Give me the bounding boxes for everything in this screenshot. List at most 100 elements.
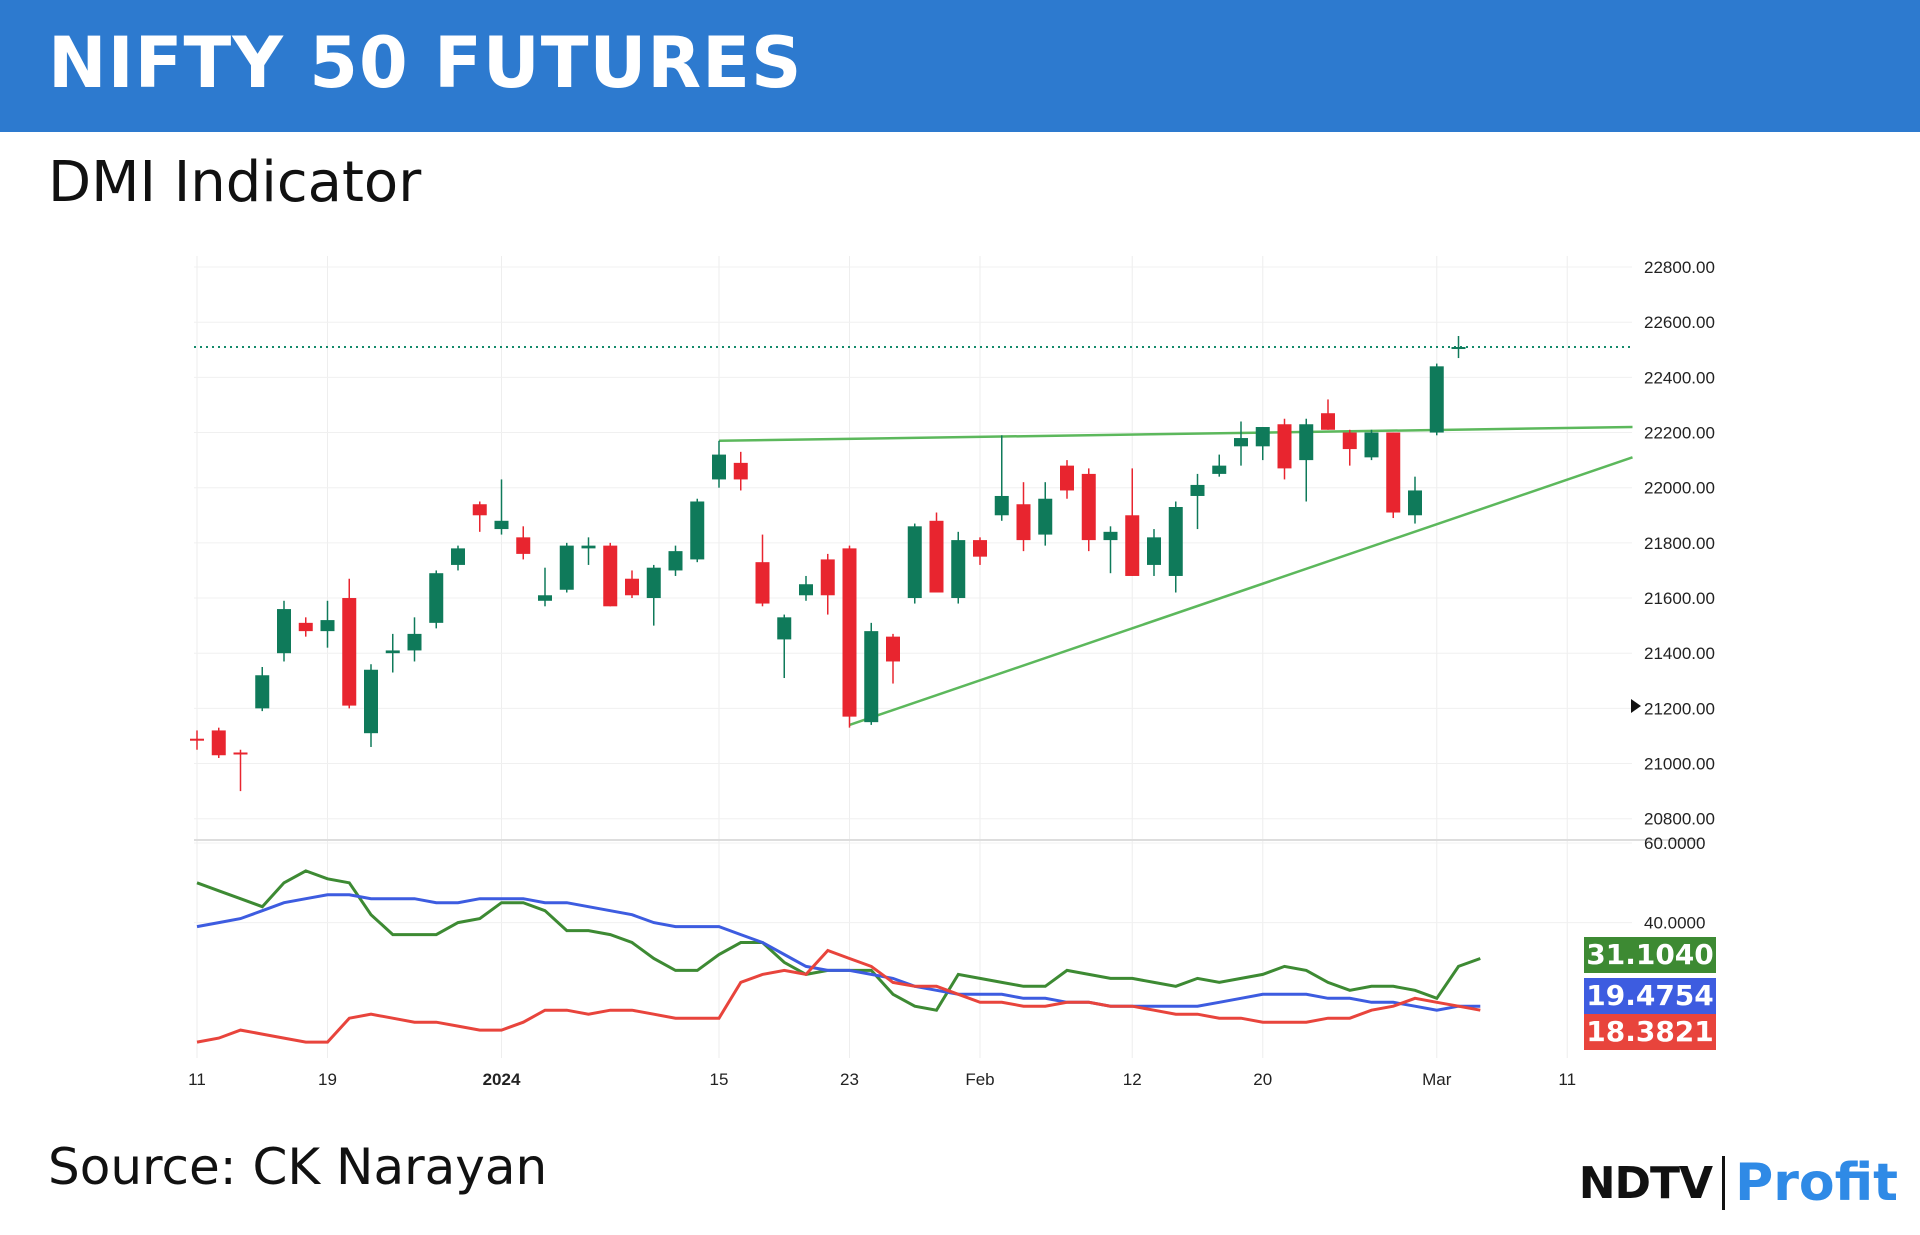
price-axis: 22800.00 22600.00 22400.00 22200.00 22000.00… [1644, 258, 1715, 829]
candle-body [1429, 366, 1444, 433]
x-tick-label: 19 [318, 1070, 337, 1089]
dmi-lines [196, 869, 1481, 1044]
candle-up [907, 523, 922, 604]
candle-body [603, 545, 618, 607]
header-banner: NIFTY 50 FUTURES [0, 0, 1920, 132]
price-tick-label: 21400.00 [1644, 644, 1715, 663]
dmi-value-badge [1584, 978, 1716, 1014]
chart-subtitle: DMI Indicator [48, 150, 422, 215]
candle-up [1038, 482, 1053, 546]
candle-body [385, 650, 400, 654]
candle-body [1190, 484, 1205, 496]
trendline [849, 456, 1633, 727]
candle-body [581, 545, 596, 549]
price-tick-label: 22600.00 [1644, 313, 1715, 332]
candle-up [668, 545, 683, 576]
candle-up [1408, 476, 1422, 524]
candle-body [1103, 531, 1118, 541]
price-tick-label: 21200.00 [1644, 699, 1715, 718]
candle-down [298, 617, 313, 637]
candle-body [1125, 515, 1140, 576]
candle-up [1429, 363, 1444, 436]
dmi-value-badge [1584, 937, 1716, 973]
candle-down [842, 545, 857, 728]
x-tick-label: 12 [1123, 1070, 1142, 1089]
candle-up [255, 666, 270, 712]
candlesticks [190, 335, 1466, 792]
candle-body [842, 548, 857, 717]
indicator-axis: 60.0000 40.0000 [1644, 834, 1705, 933]
candle-up [712, 440, 726, 488]
candle-body [1321, 413, 1335, 430]
price-tick-label: 22000.00 [1644, 479, 1715, 498]
x-tick-label: 20 [1253, 1070, 1272, 1089]
candle-up [407, 617, 422, 662]
candle-down [190, 730, 204, 750]
dmi-series-line [196, 869, 1481, 1012]
dmi-value-badge [1584, 1014, 1716, 1050]
price-tick-label: 21800.00 [1644, 534, 1715, 553]
candle-body [886, 636, 900, 662]
x-tick-label: 11 [188, 1070, 206, 1089]
dmi-series-line [196, 893, 1481, 1012]
candle-body [1277, 424, 1292, 469]
candle-down [516, 526, 531, 560]
candle-down [973, 537, 987, 565]
candle-up [1103, 526, 1118, 574]
candle-body [472, 504, 487, 516]
candle-down [625, 570, 639, 599]
candle-body [298, 622, 313, 632]
price-tick-label: 21600.00 [1644, 589, 1715, 608]
candle-body [1342, 432, 1357, 450]
candle-body [1255, 427, 1270, 447]
price-tick-label: 22400.00 [1644, 368, 1715, 387]
brand-profit: Profit [1735, 1153, 1898, 1213]
candle-down [820, 553, 835, 615]
source-credit: Source: CK Narayan [48, 1138, 548, 1196]
candle-down [603, 542, 618, 607]
candle-up [864, 622, 879, 725]
candle-body [820, 559, 835, 596]
candle-body [559, 545, 574, 590]
candle-body [799, 584, 813, 596]
candle-up [777, 614, 792, 679]
candle-up [364, 664, 378, 747]
candle-down [929, 512, 944, 593]
candle-body [625, 578, 639, 596]
candle-body [994, 495, 1009, 516]
candle-up [1451, 335, 1466, 359]
candle-up [646, 564, 661, 626]
indicator-tick-label: 60.0000 [1644, 834, 1705, 853]
candle-up [1255, 427, 1270, 461]
x-tick-label: Feb [965, 1070, 994, 1089]
candle-body [646, 567, 661, 599]
candle-body [1299, 424, 1314, 461]
ndtv-profit-logo: NDTV Profit [1579, 1148, 1898, 1218]
candle-body [733, 462, 748, 480]
candle-body [1038, 498, 1053, 535]
price-tick-label: 22800.00 [1644, 258, 1715, 277]
x-tick-label: Mar [1422, 1070, 1452, 1089]
candle-down [1342, 429, 1357, 466]
price-tick-label: 22200.00 [1644, 424, 1715, 443]
candle-body [1060, 465, 1074, 491]
candle-up [277, 600, 291, 662]
candle-body [951, 540, 966, 599]
candle-up [1190, 473, 1205, 530]
candle-down [1016, 482, 1031, 552]
x-tick-label: 23 [840, 1070, 859, 1089]
candle-down [1386, 432, 1401, 519]
candle-body [1081, 473, 1096, 541]
candle-down [1060, 460, 1074, 499]
candle-body [1386, 432, 1401, 513]
dmi-chart: 22800.00 22600.00 22400.00 22200.00 22000.00… [188, 256, 1716, 1089]
candle-down [1321, 399, 1335, 430]
candle-body [494, 520, 509, 530]
candle-body [407, 633, 422, 651]
indicator-tick-label: 40.0000 [1644, 914, 1705, 933]
price-tick-label: 21000.00 [1644, 755, 1715, 774]
candle-body [668, 551, 683, 571]
price-tick-label: 20800.00 [1644, 810, 1715, 829]
candle-body [864, 631, 879, 723]
